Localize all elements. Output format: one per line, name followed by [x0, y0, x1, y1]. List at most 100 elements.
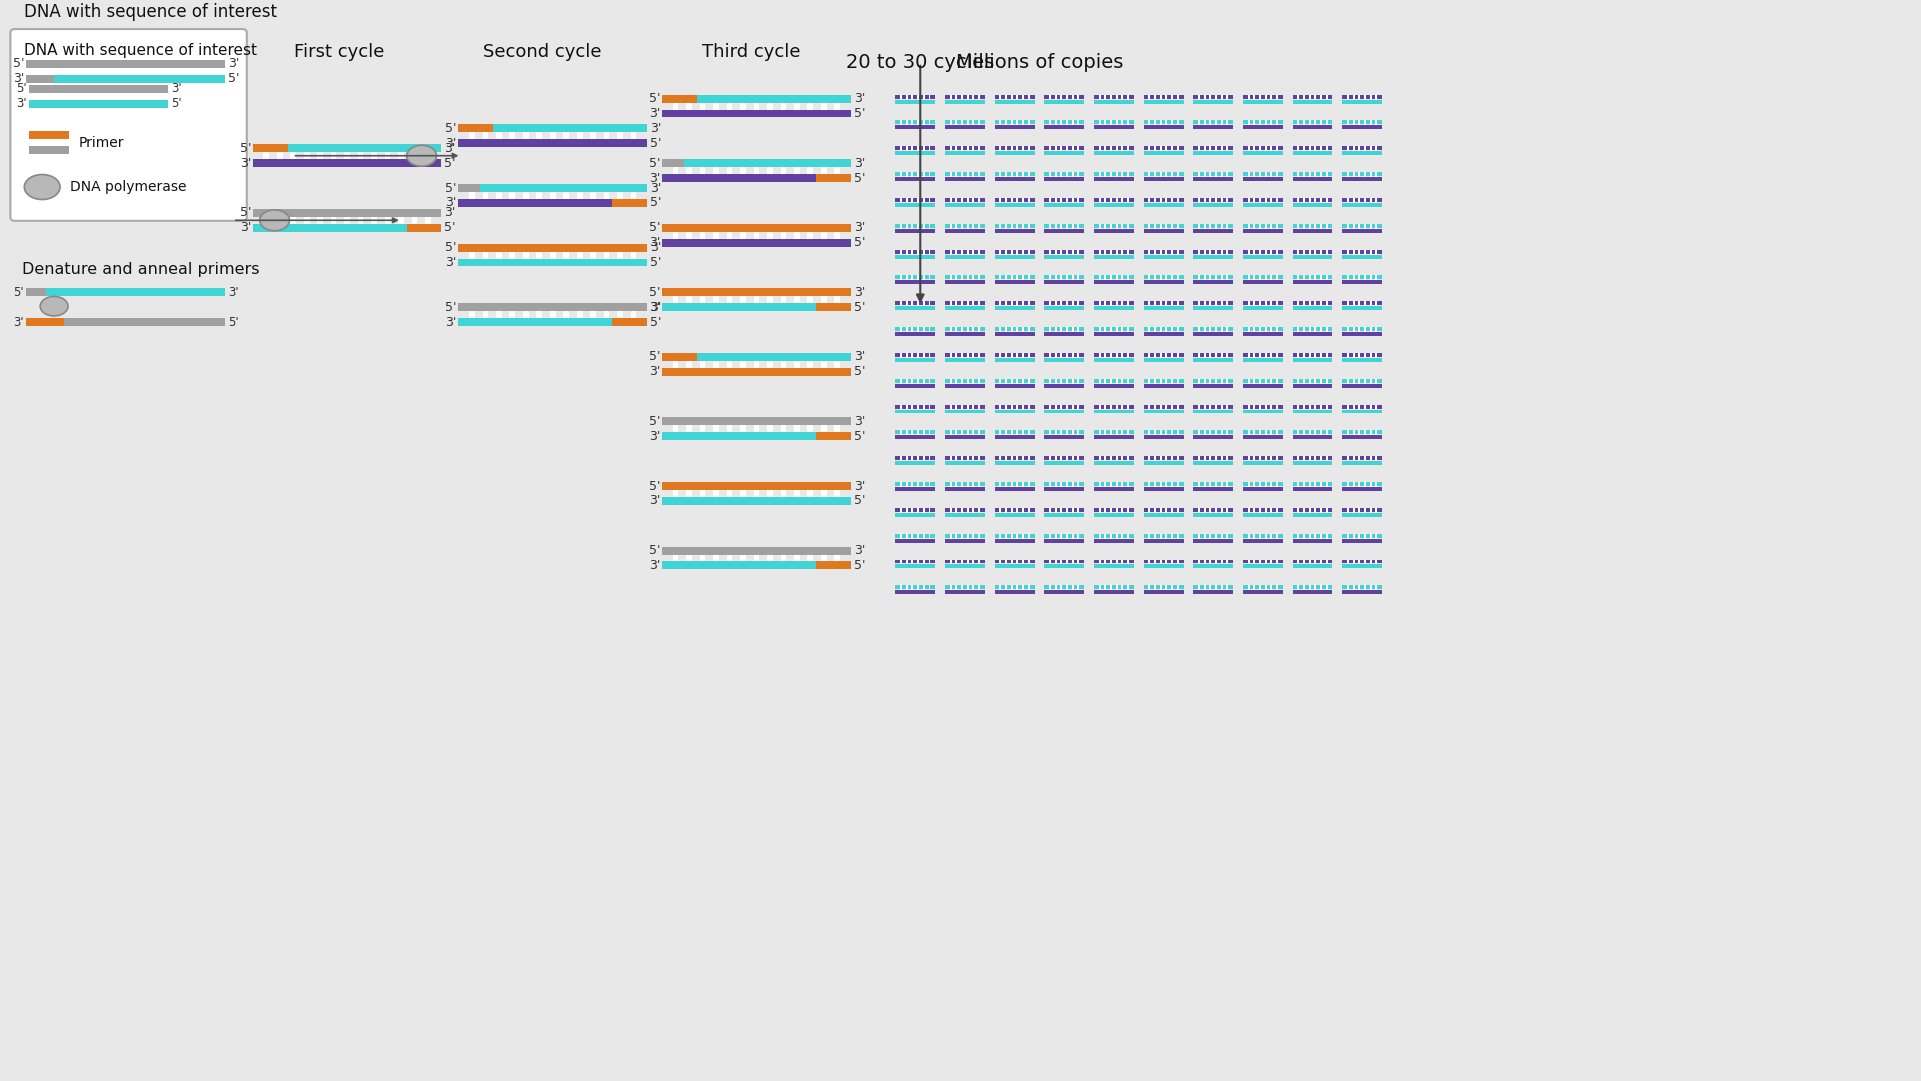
Bar	[1258, 482, 1260, 488]
Bar	[1149, 95, 1151, 99]
Bar	[1243, 146, 1283, 150]
Bar	[922, 224, 924, 229]
Bar	[1143, 560, 1183, 563]
Bar	[907, 352, 909, 358]
Bar	[1193, 229, 1233, 232]
Bar	[793, 361, 799, 368]
Bar	[960, 276, 962, 280]
Bar	[1055, 95, 1057, 99]
Bar	[1375, 534, 1377, 538]
Bar	[999, 146, 1001, 151]
Text: 5': 5'	[853, 301, 864, 313]
Bar	[1302, 146, 1304, 151]
Bar	[978, 378, 980, 384]
Bar	[1375, 560, 1377, 564]
Bar	[1005, 378, 1007, 384]
Bar	[663, 352, 851, 361]
Bar	[1293, 488, 1333, 491]
Bar	[907, 378, 909, 384]
Bar	[1264, 146, 1266, 151]
Bar	[1016, 378, 1018, 384]
Bar	[411, 217, 417, 224]
Bar	[1128, 146, 1130, 151]
Bar	[1178, 302, 1179, 306]
Bar	[1049, 508, 1051, 512]
Bar	[1226, 328, 1229, 332]
Bar	[1276, 120, 1277, 125]
Text: 20 to 30 cycles: 20 to 30 cycles	[845, 53, 995, 72]
Bar	[995, 456, 1035, 461]
Bar	[1045, 203, 1083, 206]
Bar	[945, 590, 985, 595]
Bar	[1364, 430, 1366, 436]
Bar	[1149, 352, 1151, 358]
Bar	[1143, 95, 1183, 98]
Bar	[1204, 302, 1206, 306]
Bar	[1143, 512, 1183, 517]
Bar	[907, 456, 909, 462]
Bar	[1199, 198, 1201, 203]
Bar	[29, 132, 69, 139]
Bar	[834, 231, 839, 239]
Bar	[590, 252, 596, 258]
Bar	[972, 534, 974, 538]
Bar	[1199, 352, 1201, 358]
Text: Third cycle: Third cycle	[701, 43, 801, 61]
Bar	[1055, 172, 1057, 177]
Bar	[576, 252, 582, 258]
Bar	[563, 192, 569, 199]
Bar	[972, 508, 974, 512]
Bar	[922, 172, 924, 177]
Bar	[1302, 404, 1304, 410]
Bar	[1347, 198, 1349, 203]
Bar	[1320, 328, 1322, 332]
Text: 5': 5'	[649, 222, 661, 235]
Bar	[945, 198, 985, 202]
Bar	[1358, 95, 1360, 99]
Bar	[1243, 332, 1283, 336]
Bar	[1149, 456, 1151, 462]
Bar	[576, 192, 582, 199]
Bar	[945, 120, 985, 124]
Bar	[995, 146, 1035, 150]
Bar	[960, 198, 962, 203]
Bar	[1243, 512, 1283, 517]
Bar	[978, 328, 980, 332]
Bar	[1226, 482, 1229, 488]
Bar	[1375, 482, 1377, 488]
Bar	[1045, 328, 1083, 331]
Bar	[29, 99, 169, 107]
Bar	[978, 120, 980, 125]
Bar	[1347, 456, 1349, 462]
Bar	[995, 508, 1035, 511]
Bar	[1210, 585, 1212, 590]
Bar	[895, 146, 936, 150]
Bar	[1095, 120, 1133, 124]
Bar	[459, 139, 647, 147]
Bar	[1364, 508, 1366, 512]
Bar	[1320, 95, 1322, 99]
Bar	[1149, 560, 1151, 564]
Bar	[1293, 456, 1333, 461]
Bar	[1302, 172, 1304, 177]
Bar	[713, 103, 718, 109]
Bar	[1343, 302, 1383, 305]
Bar	[820, 490, 826, 497]
Bar	[780, 168, 786, 174]
Bar	[901, 120, 903, 125]
Text: 5': 5'	[649, 480, 661, 493]
Bar	[895, 99, 936, 104]
Bar	[1022, 508, 1024, 512]
Bar	[966, 198, 968, 203]
Bar	[1358, 250, 1360, 254]
Bar	[1199, 560, 1201, 564]
Bar	[1297, 120, 1299, 125]
Bar	[995, 488, 1035, 491]
Text: 3': 3'	[171, 82, 182, 95]
Bar	[1095, 254, 1133, 258]
Bar	[1375, 585, 1377, 590]
Bar	[1325, 482, 1327, 488]
Bar	[1302, 560, 1304, 564]
Bar	[459, 124, 480, 132]
Bar	[1143, 120, 1183, 124]
